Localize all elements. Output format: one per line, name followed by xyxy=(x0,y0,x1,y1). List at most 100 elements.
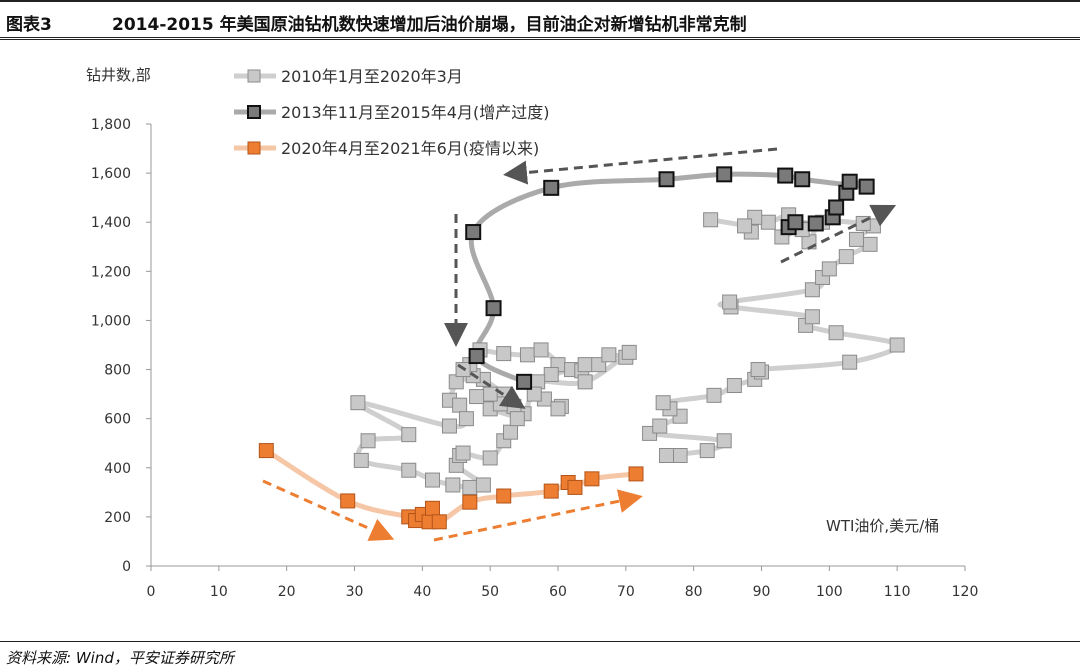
x-axis-label: WTI油价,美元/桶 xyxy=(826,517,939,535)
data-point xyxy=(425,472,441,488)
data-point xyxy=(543,366,559,382)
data-point xyxy=(828,325,844,341)
data-point xyxy=(821,261,837,277)
data-point xyxy=(804,282,820,298)
x-tick-label: 110 xyxy=(884,584,911,600)
y-tick-label: 600 xyxy=(104,412,131,428)
data-point xyxy=(807,215,824,232)
data-point xyxy=(360,433,376,449)
arrow-left-top xyxy=(503,147,778,185)
data-point xyxy=(842,354,858,370)
data-point xyxy=(828,199,845,216)
x-tick-label: 70 xyxy=(617,584,635,600)
y-tick-label: 1,400 xyxy=(91,215,131,231)
data-point xyxy=(526,386,542,402)
data-point xyxy=(452,397,468,413)
data-point xyxy=(760,214,776,230)
data-point xyxy=(340,493,356,509)
data-point xyxy=(516,373,533,390)
data-point xyxy=(601,347,617,363)
arrow-orange-up xyxy=(433,489,643,542)
x-tick-label: 50 xyxy=(481,584,499,600)
data-point xyxy=(401,427,417,443)
data-point xyxy=(841,173,858,190)
data-point xyxy=(550,401,566,417)
x-tick-label: 30 xyxy=(346,584,364,600)
y-tick-label: 1,000 xyxy=(91,313,131,329)
data-point xyxy=(794,171,811,188)
data-point xyxy=(706,387,722,403)
y-axis-label: 钻井数,部 xyxy=(86,66,151,84)
data-point xyxy=(462,494,478,510)
data-point xyxy=(468,348,485,365)
data-point xyxy=(543,483,559,499)
data-point xyxy=(628,466,644,482)
data-point xyxy=(455,445,471,461)
data-point xyxy=(475,477,491,493)
data-point xyxy=(509,411,525,427)
data-point xyxy=(703,212,719,228)
data-point xyxy=(401,462,417,478)
data-point xyxy=(543,179,560,196)
data-point xyxy=(533,342,549,358)
data-point xyxy=(567,479,583,495)
y-tick-label: 1,200 xyxy=(91,264,131,280)
data-point xyxy=(804,309,820,325)
chart-title: 2014-2015 年美国原油钻机数快速增加后油价崩塌，目前油企对新增钻机非常克… xyxy=(112,15,747,35)
data-point xyxy=(621,344,637,360)
y-tick-label: 200 xyxy=(104,510,131,526)
y-tick-label: 1,800 xyxy=(91,117,131,133)
x-tick-label: 120 xyxy=(952,584,979,600)
data-point xyxy=(350,395,366,411)
data-point xyxy=(672,448,688,463)
arrow-up-right xyxy=(780,204,897,264)
data-point xyxy=(503,424,519,440)
data-point xyxy=(726,378,742,394)
data-point xyxy=(469,389,485,405)
data-point xyxy=(889,337,905,353)
source-note: 资料来源: Wind，平安证券研究所 xyxy=(6,649,234,667)
x-tick-label: 80 xyxy=(685,584,703,600)
data-point xyxy=(519,347,535,363)
footer-divider xyxy=(0,641,1080,642)
data-point xyxy=(862,236,878,252)
data-point xyxy=(577,374,593,390)
x-tick-label: 20 xyxy=(278,584,296,600)
legend-marker xyxy=(247,69,261,83)
x-tick-label: 10 xyxy=(210,584,228,600)
x-tick-label: 60 xyxy=(549,584,567,600)
figure-header: 图表3 2014-2015 年美国原油钻机数快速增加后油价崩塌，目前油企对新增钻… xyxy=(0,0,1080,40)
data-point xyxy=(838,249,854,265)
data-point xyxy=(699,443,715,459)
data-point xyxy=(258,443,274,459)
legend-label: 2013年11月至2015年4月(增产过度) xyxy=(281,103,549,122)
data-point xyxy=(658,171,675,188)
data-point xyxy=(577,357,593,373)
legend: 2010年1月至2020年3月 2013年11月至2015年4月(增产过度) 202… xyxy=(234,67,549,158)
y-tick-label: 800 xyxy=(104,363,131,379)
data-point xyxy=(777,167,794,184)
legend-marker xyxy=(247,141,261,155)
data-point xyxy=(465,224,482,241)
data-point xyxy=(787,214,804,231)
data-point xyxy=(584,471,600,487)
x-tick-label: 40 xyxy=(413,584,431,600)
data-point xyxy=(496,488,512,504)
data-point xyxy=(716,166,733,183)
data-point xyxy=(462,479,478,495)
figure-number: 图表3 xyxy=(6,15,52,35)
legend-label: 2010年1月至2020年3月 xyxy=(281,67,463,86)
data-point xyxy=(482,386,498,402)
arrow-down-right xyxy=(457,363,526,409)
data-point xyxy=(458,411,474,427)
legend-label: 2020年4月至2021年6月(疫情以来) xyxy=(281,139,539,158)
x-tick-label: 0 xyxy=(147,584,156,600)
trend-arrows xyxy=(262,147,897,542)
data-point xyxy=(659,448,675,463)
data-point xyxy=(482,450,498,466)
data-point xyxy=(716,433,732,449)
x-tick-label: 100 xyxy=(816,584,843,600)
x-tick-label: 90 xyxy=(753,584,771,600)
